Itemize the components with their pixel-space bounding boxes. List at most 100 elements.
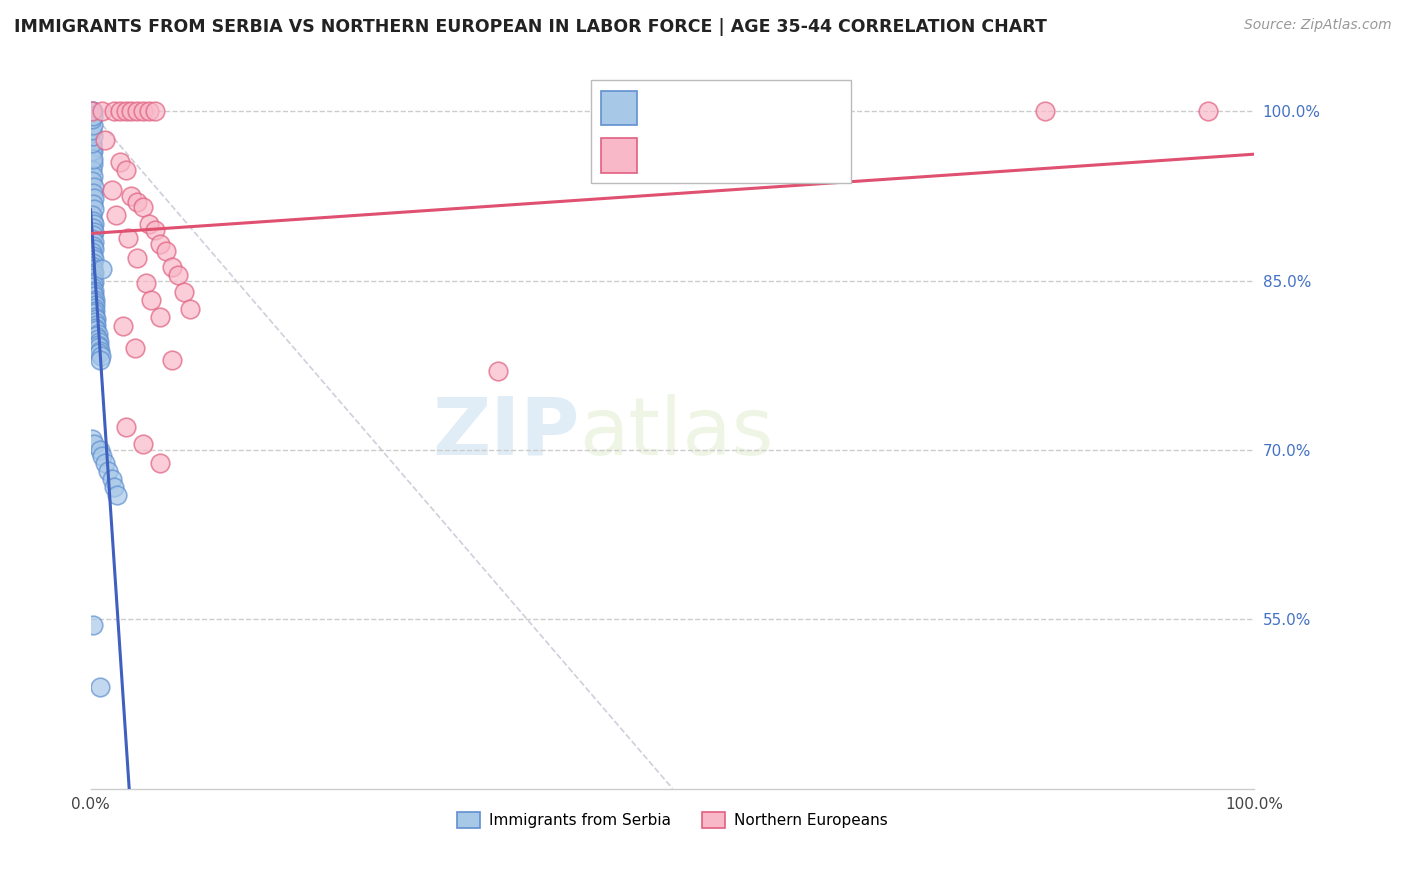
Point bbox=[89, 680, 111, 694]
Point bbox=[103, 480, 125, 494]
Point bbox=[83, 266, 105, 280]
FancyBboxPatch shape bbox=[591, 80, 851, 183]
Point bbox=[82, 618, 104, 632]
Point bbox=[87, 340, 110, 354]
Point bbox=[80, 138, 103, 153]
Point bbox=[83, 191, 105, 205]
Point bbox=[82, 262, 104, 277]
Point bbox=[83, 252, 105, 267]
Point bbox=[80, 174, 103, 188]
Point bbox=[80, 163, 103, 178]
Point bbox=[84, 315, 107, 329]
Point bbox=[117, 230, 139, 244]
Point bbox=[486, 364, 509, 378]
Point bbox=[82, 118, 104, 132]
Point bbox=[82, 249, 104, 263]
Point bbox=[82, 109, 104, 123]
Point bbox=[132, 104, 155, 119]
Text: 80: 80 bbox=[804, 99, 827, 117]
Point bbox=[143, 223, 166, 237]
Point bbox=[135, 276, 157, 290]
Point bbox=[100, 183, 122, 197]
Point bbox=[83, 217, 105, 231]
Point bbox=[114, 104, 136, 119]
Point bbox=[84, 304, 107, 318]
Point bbox=[82, 197, 104, 211]
Point bbox=[82, 157, 104, 171]
Point bbox=[108, 104, 131, 119]
Point bbox=[80, 259, 103, 273]
Point bbox=[114, 420, 136, 434]
Point bbox=[160, 352, 183, 367]
Point bbox=[127, 104, 149, 119]
Point bbox=[120, 104, 142, 119]
Point bbox=[80, 104, 103, 119]
Point bbox=[82, 255, 104, 269]
Point bbox=[149, 457, 172, 471]
Point bbox=[84, 298, 107, 312]
Point bbox=[80, 123, 103, 137]
Point bbox=[132, 437, 155, 451]
Point bbox=[86, 338, 108, 352]
Point bbox=[89, 343, 111, 358]
Point bbox=[179, 301, 201, 316]
Point bbox=[80, 136, 103, 150]
Text: -0.148: -0.148 bbox=[695, 99, 748, 117]
Point bbox=[132, 200, 155, 214]
Point bbox=[83, 275, 105, 289]
Point bbox=[87, 346, 110, 360]
Point bbox=[124, 342, 146, 356]
Point bbox=[83, 437, 105, 451]
Point bbox=[127, 251, 149, 265]
Point bbox=[83, 301, 105, 315]
Point bbox=[91, 449, 114, 463]
Text: N =: N = bbox=[755, 99, 801, 117]
FancyBboxPatch shape bbox=[600, 137, 637, 173]
Point bbox=[82, 286, 104, 301]
Point bbox=[89, 442, 111, 457]
Point bbox=[90, 349, 112, 363]
Point bbox=[83, 225, 105, 239]
Point bbox=[138, 217, 160, 231]
Point bbox=[155, 244, 177, 259]
Point bbox=[143, 104, 166, 119]
Point bbox=[80, 208, 103, 222]
Point bbox=[84, 310, 107, 324]
Point bbox=[82, 220, 104, 235]
Point bbox=[80, 104, 103, 119]
Point bbox=[139, 293, 162, 307]
Point bbox=[82, 228, 104, 243]
Point bbox=[80, 245, 103, 260]
Point bbox=[91, 262, 114, 277]
Point bbox=[108, 155, 131, 169]
Point bbox=[103, 104, 125, 119]
Point bbox=[1197, 104, 1219, 119]
Point bbox=[83, 202, 105, 217]
Point bbox=[83, 289, 105, 303]
Point bbox=[86, 329, 108, 343]
Text: ZIP: ZIP bbox=[432, 394, 579, 472]
Point bbox=[82, 186, 104, 200]
Point bbox=[105, 488, 128, 502]
Point bbox=[167, 268, 190, 282]
Point bbox=[83, 284, 105, 298]
Point bbox=[86, 323, 108, 337]
Point bbox=[173, 285, 195, 299]
Point bbox=[80, 112, 103, 127]
Point bbox=[80, 152, 103, 166]
Point bbox=[82, 277, 104, 291]
Legend: Immigrants from Serbia, Northern Europeans: Immigrants from Serbia, Northern Europea… bbox=[451, 806, 894, 834]
Text: 0.436: 0.436 bbox=[695, 146, 747, 164]
Point bbox=[82, 144, 104, 158]
Point bbox=[86, 326, 108, 341]
Point bbox=[86, 332, 108, 346]
Point bbox=[149, 310, 172, 324]
Point bbox=[82, 238, 104, 252]
Point bbox=[105, 208, 128, 222]
Point bbox=[138, 104, 160, 119]
Point bbox=[93, 132, 115, 146]
Point bbox=[89, 352, 111, 367]
Point bbox=[83, 180, 105, 194]
Point bbox=[83, 306, 105, 320]
Point bbox=[80, 144, 103, 158]
